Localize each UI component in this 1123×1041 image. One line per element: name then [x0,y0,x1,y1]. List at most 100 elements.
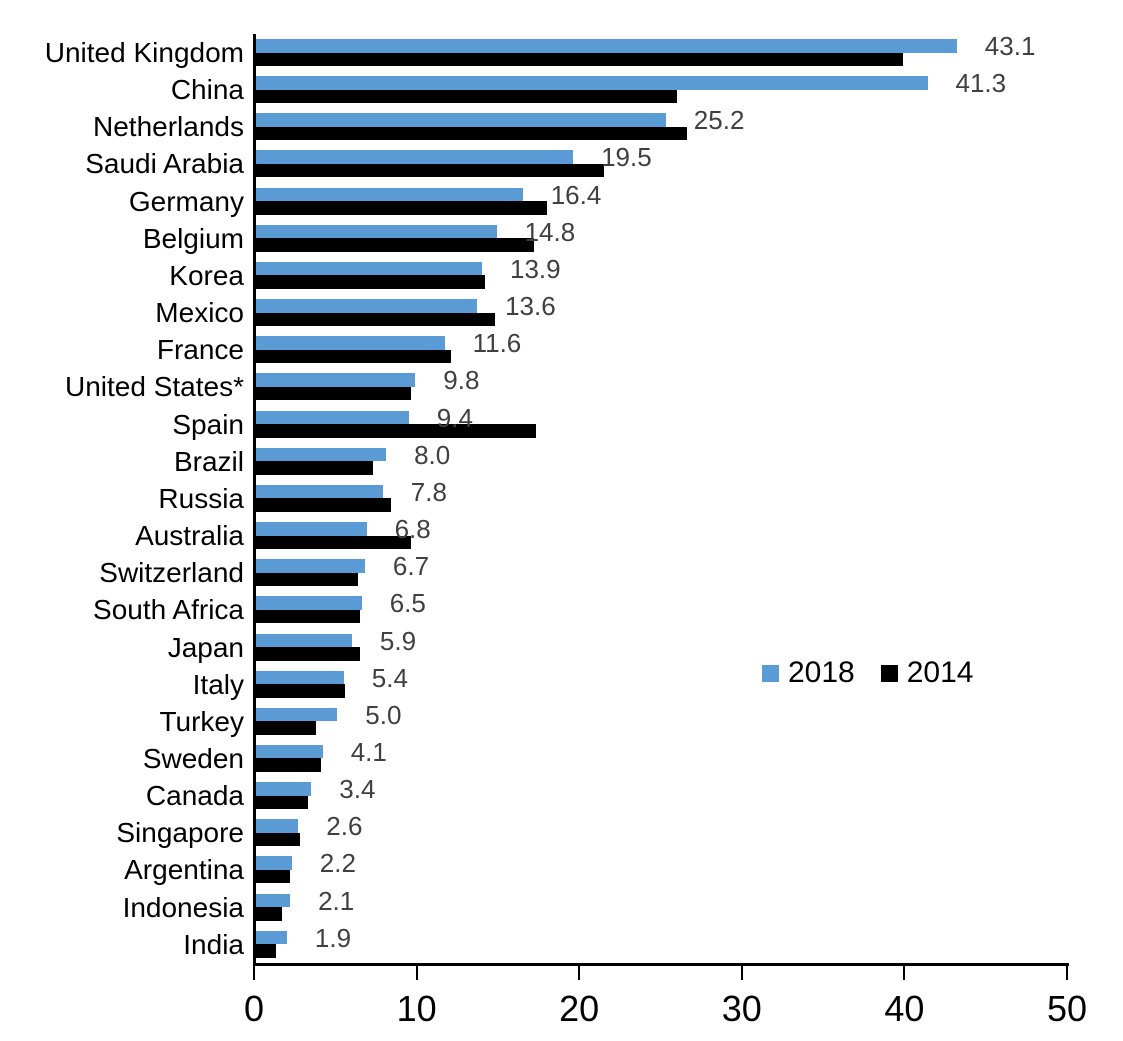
bar-group: Turkey 5.0 [0,701,1069,740]
category-label: Singapore [116,817,244,849]
bar-track: 2.1 [256,885,1069,926]
bar-track: 5.9 [256,625,1069,666]
category-label: India [183,928,244,960]
bar-track: 5.4 [256,662,1069,703]
value-label: 8.0 [414,439,451,470]
x-axis-tick [578,966,581,980]
bar-track: 19.5 [256,142,1069,182]
bar-2018 [256,670,344,685]
value-label: 16.4 [550,179,602,210]
bar-track: 5.0 [256,701,1069,740]
bar-2018 [256,336,445,350]
legend-swatch-icon [880,664,898,682]
legend: 2018 2014 [762,656,974,690]
bar-2014 [256,89,678,104]
bar-2018 [256,522,367,536]
value-label: 9.4 [436,402,473,433]
value-label: 6.5 [389,588,426,619]
bar-2018 [256,410,409,425]
category-label: Spain [172,408,244,440]
y-axis-line [253,34,256,966]
bar-group: Canada 3.4 [0,774,1069,814]
bar-group: Korea 13.9 [0,255,1069,294]
value-label: 2.6 [326,811,363,842]
bar-2014 [256,461,374,475]
category-label: Japan [167,631,244,663]
bar-2018 [256,596,362,610]
bar-track: 6.5 [256,588,1069,628]
category-label: United States* [65,371,244,403]
bar-2014 [256,349,452,364]
bar-track: 4.1 [256,738,1069,777]
value-label: 6.7 [392,551,430,582]
bar-2014 [256,907,282,921]
category-label: Saudi Arabia [85,148,244,180]
category-label: Switzerland [99,557,244,589]
x-axis-line [253,963,1069,966]
category-label: Brazil [173,445,244,477]
bar-2018 [256,633,352,647]
x-axis-tick-label: 40 [884,988,925,1029]
bar-group: Russia 7.8 [0,476,1069,517]
bar-track: 2.6 [256,811,1069,851]
category-label: Korea [169,259,244,291]
bar-2014 [256,386,411,401]
bar-track: 13.6 [256,292,1069,331]
legend-item-2018: 2018 [762,656,855,690]
bar-track: 43.1 [256,32,1069,71]
bar-track: 8.0 [256,439,1069,480]
value-label: 5.9 [379,625,417,656]
category-label: Germany [128,185,244,217]
bar-group: United States* 9.8 [0,366,1069,405]
bar-2018 [256,930,287,945]
x-axis-tick [1066,966,1068,980]
bar-2018 [256,76,928,90]
bar-track: 14.8 [256,216,1069,257]
bar-2018 [256,447,387,462]
bar-2014 [256,498,391,512]
legend-label: 2018 [788,656,855,689]
bar-group: Argentina 2.2 [0,849,1069,888]
value-label: 3.4 [339,774,376,805]
bar-2014 [256,52,904,66]
category-label: Russia [158,482,244,514]
category-label: Australia [135,520,244,552]
value-label: 25.2 [693,105,745,136]
bar-track: 13.9 [256,255,1069,294]
bar-2018 [256,113,666,127]
bar-2018 [256,224,497,239]
x-axis-tick [740,966,743,980]
x-axis-tick [903,966,906,980]
bar-2018 [256,707,338,722]
category-label: Netherlands [93,111,244,143]
category-label: United Kingdom [44,37,244,68]
value-label: 11.6 [472,328,522,359]
bar-2014 [256,312,495,327]
bar-2018 [256,744,323,759]
bar-group: Mexico 13.6 [0,292,1069,331]
bar-group: India 1.9 [0,924,1069,963]
bar-2014 [256,832,300,847]
value-label: 14.8 [524,216,576,247]
bar-2018 [256,559,365,573]
value-label: 7.8 [410,476,447,507]
bar-2018 [256,299,478,313]
bar-group: Saudi Arabia 19.5 [0,142,1069,182]
x-axis-tick-label: 0 [243,988,265,1029]
value-label: 5.4 [371,662,408,693]
value-label: 19.5 [601,142,652,173]
x-axis-tick-label: 20 [559,988,600,1029]
bar-2014 [256,684,346,698]
bar-group: Singapore 2.6 [0,811,1069,851]
bar-group: Japan 5.9 [0,625,1069,666]
bar-2014 [256,944,276,958]
bar-2018 [256,893,291,908]
bar-2018 [256,39,957,53]
bar-2018 [256,819,299,833]
bar-group: Germany 16.4 [0,179,1069,220]
value-label: 2.1 [318,885,355,916]
legend-item-2014: 2014 [880,656,974,690]
legend-label: 2014 [906,656,974,689]
bar-group: Australia 6.8 [0,515,1069,554]
bar-2014 [256,609,361,624]
